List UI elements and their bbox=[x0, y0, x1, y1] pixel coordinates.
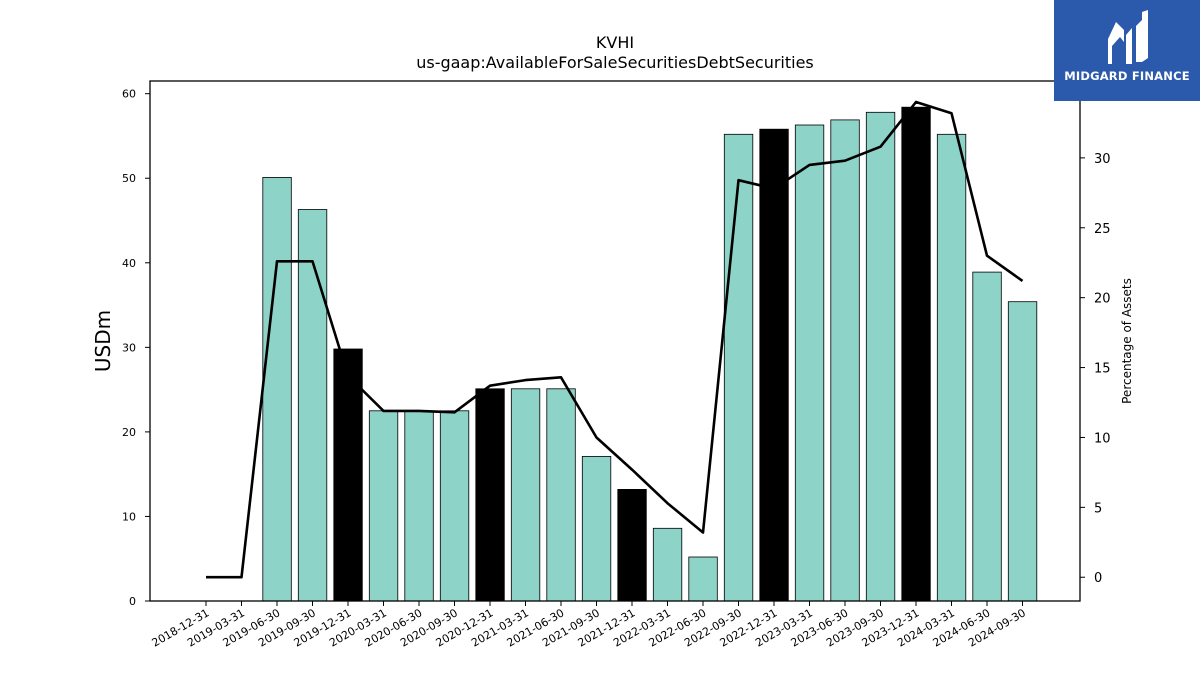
y2-tick-label-15: 15 bbox=[1094, 362, 1111, 377]
bar-2022-09-30 bbox=[724, 134, 753, 601]
y-tick-label-60: 60 bbox=[122, 88, 136, 101]
bar-2019-06-30 bbox=[263, 177, 292, 601]
midgard-finance-logo: MIDGARD FINANCE bbox=[1054, 0, 1200, 101]
y-tick-label-40: 40 bbox=[122, 257, 136, 270]
bar-2022-06-30 bbox=[689, 557, 718, 601]
y2-axis-label: Percentage of Assets bbox=[1120, 278, 1134, 404]
bar-2020-09-30 bbox=[440, 411, 469, 601]
bar-2022-12-31 bbox=[760, 129, 789, 601]
y2-tick-label-30: 30 bbox=[1094, 152, 1111, 167]
bar-2024-09-30 bbox=[1008, 302, 1037, 601]
bar-2019-09-30 bbox=[298, 210, 327, 602]
x-axis: 2018-12-312019-03-312019-06-302019-09-30… bbox=[150, 601, 1028, 650]
y2-tick-label-20: 20 bbox=[1094, 292, 1111, 307]
chart-canvas: 0 10 20 30 40 50 60 0 5 10 15 20 25 30 2018-12-31201… bbox=[0, 0, 1200, 675]
y-tick-label-30: 30 bbox=[122, 341, 136, 354]
y-tick-label-0: 0 bbox=[129, 595, 136, 608]
bar-2021-06-30 bbox=[547, 389, 576, 601]
bar-2021-03-31 bbox=[511, 389, 540, 601]
percentage-line bbox=[206, 102, 1023, 577]
bar-2021-09-30 bbox=[582, 456, 611, 601]
left-y-axis: 0 10 20 30 40 50 60 bbox=[122, 88, 150, 608]
y2-tick-label-25: 25 bbox=[1094, 222, 1111, 237]
percentage-line-series bbox=[206, 102, 1023, 577]
y-tick-label-10: 10 bbox=[122, 510, 136, 523]
y2-tick-label-10: 10 bbox=[1094, 431, 1111, 446]
bar-2023-03-31 bbox=[795, 125, 824, 601]
bar-2022-03-31 bbox=[653, 528, 682, 601]
y-axis-label: USDm bbox=[91, 310, 115, 372]
bar-2023-06-30 bbox=[831, 120, 860, 601]
bar-2020-12-31 bbox=[476, 389, 505, 601]
logo-mark-icon bbox=[1054, 0, 1200, 70]
bar-series bbox=[263, 107, 1037, 601]
y2-tick-label-5: 5 bbox=[1094, 501, 1102, 516]
bar-2023-12-31 bbox=[902, 107, 931, 601]
bar-2024-03-31 bbox=[937, 134, 966, 601]
right-y-axis: 0 5 10 15 20 25 30 bbox=[1080, 152, 1111, 586]
bar-2020-06-30 bbox=[405, 412, 434, 601]
y-tick-label-20: 20 bbox=[122, 426, 136, 439]
y-tick-label-50: 50 bbox=[122, 172, 136, 185]
bar-2020-03-31 bbox=[369, 411, 398, 601]
y2-tick-label-0: 0 bbox=[1094, 571, 1102, 586]
bar-2021-12-31 bbox=[618, 489, 647, 601]
bar-2023-09-30 bbox=[866, 112, 895, 601]
logo-text: MIDGARD FINANCE bbox=[1054, 69, 1200, 83]
bar-2024-06-30 bbox=[973, 272, 1002, 601]
